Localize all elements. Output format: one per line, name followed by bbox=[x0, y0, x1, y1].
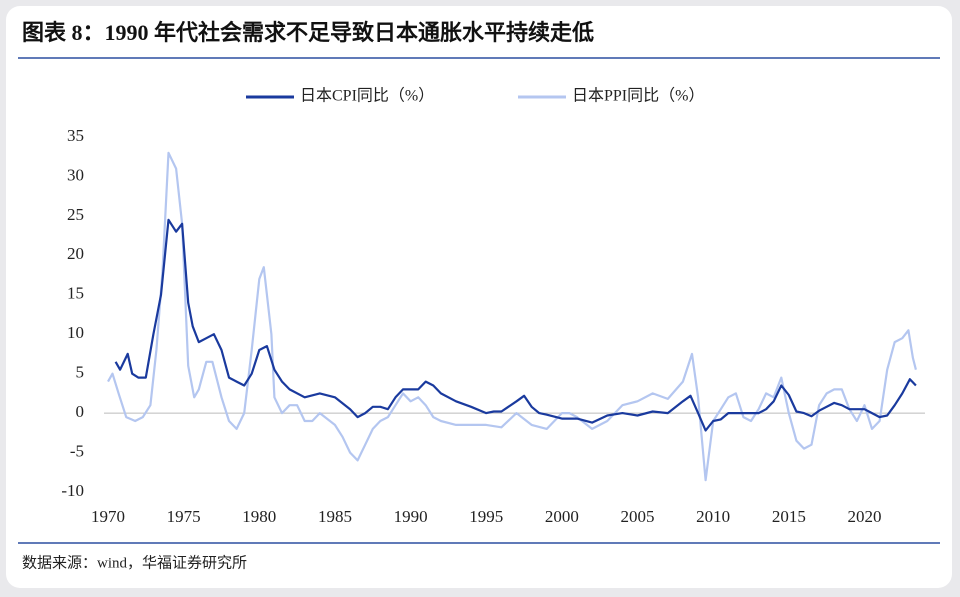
y-tick-label: 20 bbox=[67, 244, 84, 263]
x-tick-label: 1995 bbox=[469, 507, 503, 526]
source: 数据来源：wind，华福证券研究所 bbox=[22, 554, 247, 571]
card bbox=[6, 6, 952, 588]
y-tick-label: 15 bbox=[67, 284, 84, 303]
x-tick-label: 2015 bbox=[772, 507, 806, 526]
x-tick-label: 1975 bbox=[167, 507, 201, 526]
series-line bbox=[107, 151, 917, 482]
y-tick-label: 0 bbox=[76, 402, 85, 421]
y-tick-label: 30 bbox=[67, 165, 84, 184]
x-tick-label: 2010 bbox=[696, 507, 730, 526]
y-tick-label: -10 bbox=[61, 481, 84, 500]
x-tick-label: 2000 bbox=[545, 507, 579, 526]
legend-label: 日本PPI同比（%） bbox=[572, 87, 704, 105]
y-tick-label: -5 bbox=[70, 441, 84, 460]
x-tick-label: 2005 bbox=[621, 507, 655, 526]
x-tick-label: 1980 bbox=[242, 507, 276, 526]
y-tick-label: 35 bbox=[67, 126, 84, 145]
y-tick-label: 5 bbox=[76, 363, 85, 382]
legend-label: 日本CPI同比（%） bbox=[300, 87, 434, 105]
x-tick-label: 1985 bbox=[318, 507, 352, 526]
chart-title: 图表 8：1990 年代社会需求不足导致日本通胀水平持续走低 bbox=[22, 20, 594, 45]
y-tick-label: 10 bbox=[67, 323, 84, 342]
series-line bbox=[114, 218, 917, 432]
y-tick-label: 25 bbox=[67, 205, 84, 224]
x-tick-label: 1970 bbox=[91, 507, 125, 526]
x-tick-label: 1990 bbox=[394, 507, 428, 526]
x-tick-label: 2020 bbox=[847, 507, 881, 526]
